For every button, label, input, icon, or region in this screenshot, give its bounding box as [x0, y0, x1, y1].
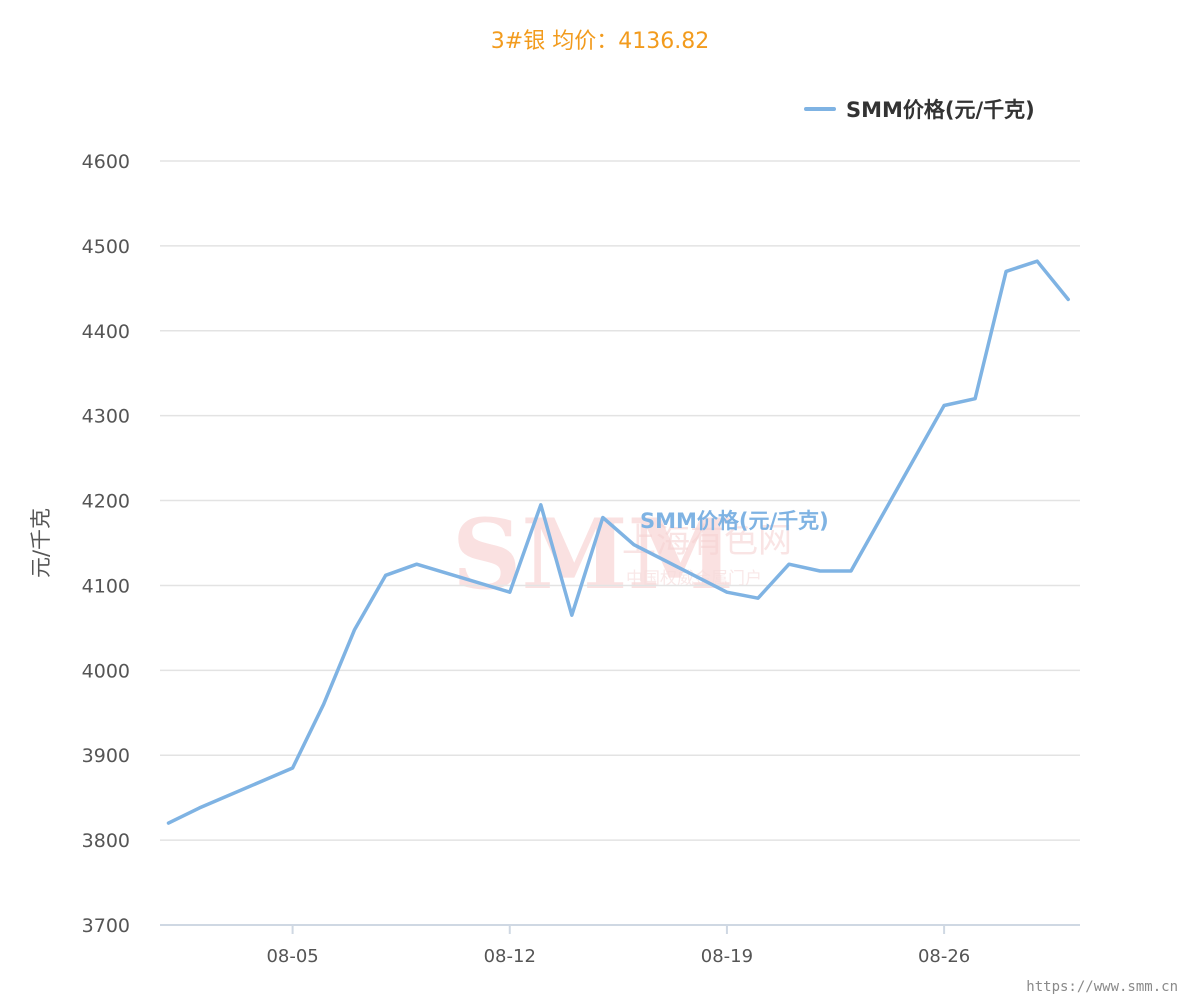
y-axis-label: 元/千克 — [29, 508, 53, 578]
x-tick-label: 08-12 — [484, 946, 536, 967]
watermark-logo: SMM — [452, 498, 734, 611]
y-tick-label: 4400 — [82, 321, 130, 343]
series-line — [166, 259, 1070, 825]
chart-title: 3#银 均价：4136.82 — [491, 29, 709, 54]
y-tick-label: 4100 — [82, 575, 130, 597]
x-axis-ticks: 08-05 08-12 08-19 08-26 — [266, 925, 970, 967]
x-tick-label: 08-19 — [701, 946, 753, 967]
x-tick-label: 08-26 — [918, 946, 970, 967]
legend[interactable]: SMM价格(元/千克) — [804, 98, 1035, 122]
y-axis-ticks: 3700 3800 3900 4000 4100 4200 4300 4400 4500 4600 — [82, 151, 130, 937]
series-group — [166, 259, 1070, 825]
footer-url[interactable]: https://www.smm.cn — [1026, 979, 1178, 995]
y-tick-label: 3800 — [82, 830, 130, 852]
legend-label: SMM价格(元/千克) — [846, 98, 1035, 122]
y-tick-label: 4200 — [82, 491, 130, 513]
y-tick-label: 4000 — [82, 660, 130, 682]
x-tick-label: 08-05 — [266, 946, 318, 967]
y-tick-label: 4300 — [82, 406, 130, 428]
watermark-series-label: SMM价格(元/千克) — [640, 509, 829, 533]
y-tick-label: 4600 — [82, 151, 130, 173]
watermark-slogan: 中国权威金属门户 — [626, 569, 762, 589]
y-tick-label: 3700 — [82, 915, 130, 937]
y-tick-label: 4500 — [82, 236, 130, 258]
grid-lines — [160, 160, 1080, 841]
smm-watermark: SMM 上海有色网 中国权威金属门户 — [452, 498, 792, 611]
y-tick-label: 3900 — [82, 745, 130, 767]
